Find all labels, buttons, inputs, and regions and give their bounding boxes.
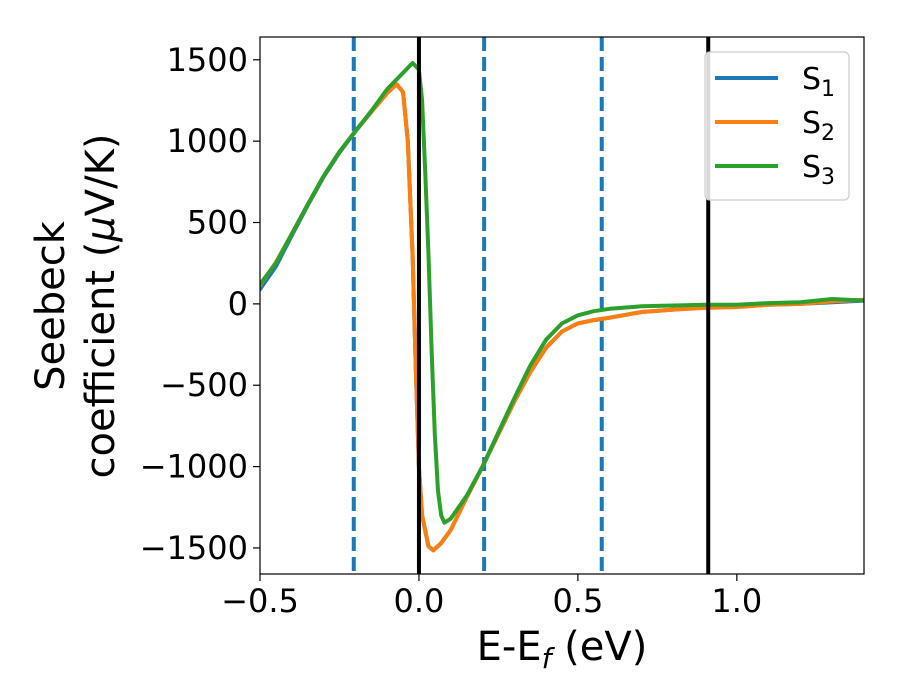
x-axis: −0.5 0.0 0.5 1.0	[221, 574, 762, 620]
legend-box	[704, 51, 850, 201]
series-layer	[260, 61, 864, 553]
legend-label-subscript: 1	[821, 77, 835, 102]
legend-label-main: S	[802, 106, 821, 141]
reference-lines	[351, 37, 604, 574]
x-tick-label-3: 0.5	[552, 582, 603, 620]
y-axis-label-line1: Seebeck	[28, 220, 74, 391]
y-tick-label-3: 500	[187, 204, 248, 242]
y-tick-label-5: −500	[160, 366, 248, 404]
y-axis-label-line2-pre: coefficient (	[78, 242, 124, 479]
y-axis-label-line2-post: V/K)	[78, 134, 124, 217]
y-tick-label-1: 1500	[167, 41, 248, 79]
legend-label-subscript: 2	[821, 121, 835, 146]
legend-label-subscript: 3	[821, 165, 835, 190]
legend-label-s3: S3	[802, 150, 835, 190]
y-tick-label-7: −1500	[140, 529, 248, 567]
legend-label-main: S	[802, 62, 821, 97]
x-axis-label: E-Ef (eV)	[477, 624, 648, 675]
y-tick-label-2: 1000	[167, 122, 248, 160]
legend-label-s2: S2	[802, 106, 835, 146]
x-tick-label-2: 0.0	[394, 582, 445, 620]
plot-frame	[259, 36, 865, 575]
y-axis-label-line2: coefficient (μV/K)	[78, 134, 124, 479]
plot-area	[260, 37, 864, 574]
x-tick-label-4: 1.0	[711, 582, 762, 620]
y-axis-label-line2-mu: μ	[78, 216, 124, 242]
x-axis-label-main: E-E	[477, 624, 542, 670]
x-axis-label-unit: (eV)	[551, 624, 647, 670]
x-tick-label-1: −0.5	[221, 582, 299, 620]
y-axis: 1500 1000 500 0 −500 −1000 −1500	[140, 41, 260, 567]
legend-label-s1: S1	[802, 62, 835, 102]
series-line-s3	[260, 61, 864, 525]
y-tick-label-4: 0	[228, 285, 248, 323]
y-tick-label-6: −1000	[140, 448, 248, 486]
legend-label-main: S	[802, 150, 821, 185]
